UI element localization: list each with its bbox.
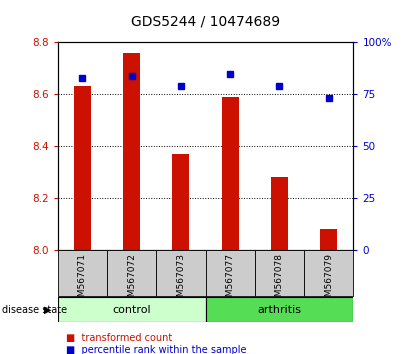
Text: GSM567072: GSM567072 — [127, 253, 136, 308]
Text: ▶: ▶ — [44, 305, 51, 315]
Text: control: control — [112, 305, 151, 315]
Bar — [123, 53, 140, 250]
Text: GSM567071: GSM567071 — [78, 253, 87, 308]
Bar — [271, 177, 288, 250]
Text: GSM567073: GSM567073 — [176, 253, 185, 308]
Bar — [304, 250, 353, 296]
Text: ■  transformed count: ■ transformed count — [66, 333, 172, 343]
Bar — [58, 297, 206, 322]
Text: ■  percentile rank within the sample: ■ percentile rank within the sample — [66, 346, 246, 354]
Bar — [74, 86, 91, 250]
Bar — [172, 154, 189, 250]
Text: arthritis: arthritis — [257, 305, 302, 315]
Bar — [255, 250, 304, 296]
Bar — [107, 250, 156, 296]
Text: GSM567079: GSM567079 — [324, 253, 333, 308]
Bar — [222, 97, 239, 250]
Text: GSM567077: GSM567077 — [226, 253, 235, 308]
Text: disease state: disease state — [2, 305, 67, 315]
Text: GSM567078: GSM567078 — [275, 253, 284, 308]
Bar — [206, 297, 353, 322]
Bar — [320, 229, 337, 250]
Bar — [156, 250, 206, 296]
Bar — [206, 250, 255, 296]
Bar — [58, 250, 107, 296]
Text: GDS5244 / 10474689: GDS5244 / 10474689 — [131, 14, 280, 28]
